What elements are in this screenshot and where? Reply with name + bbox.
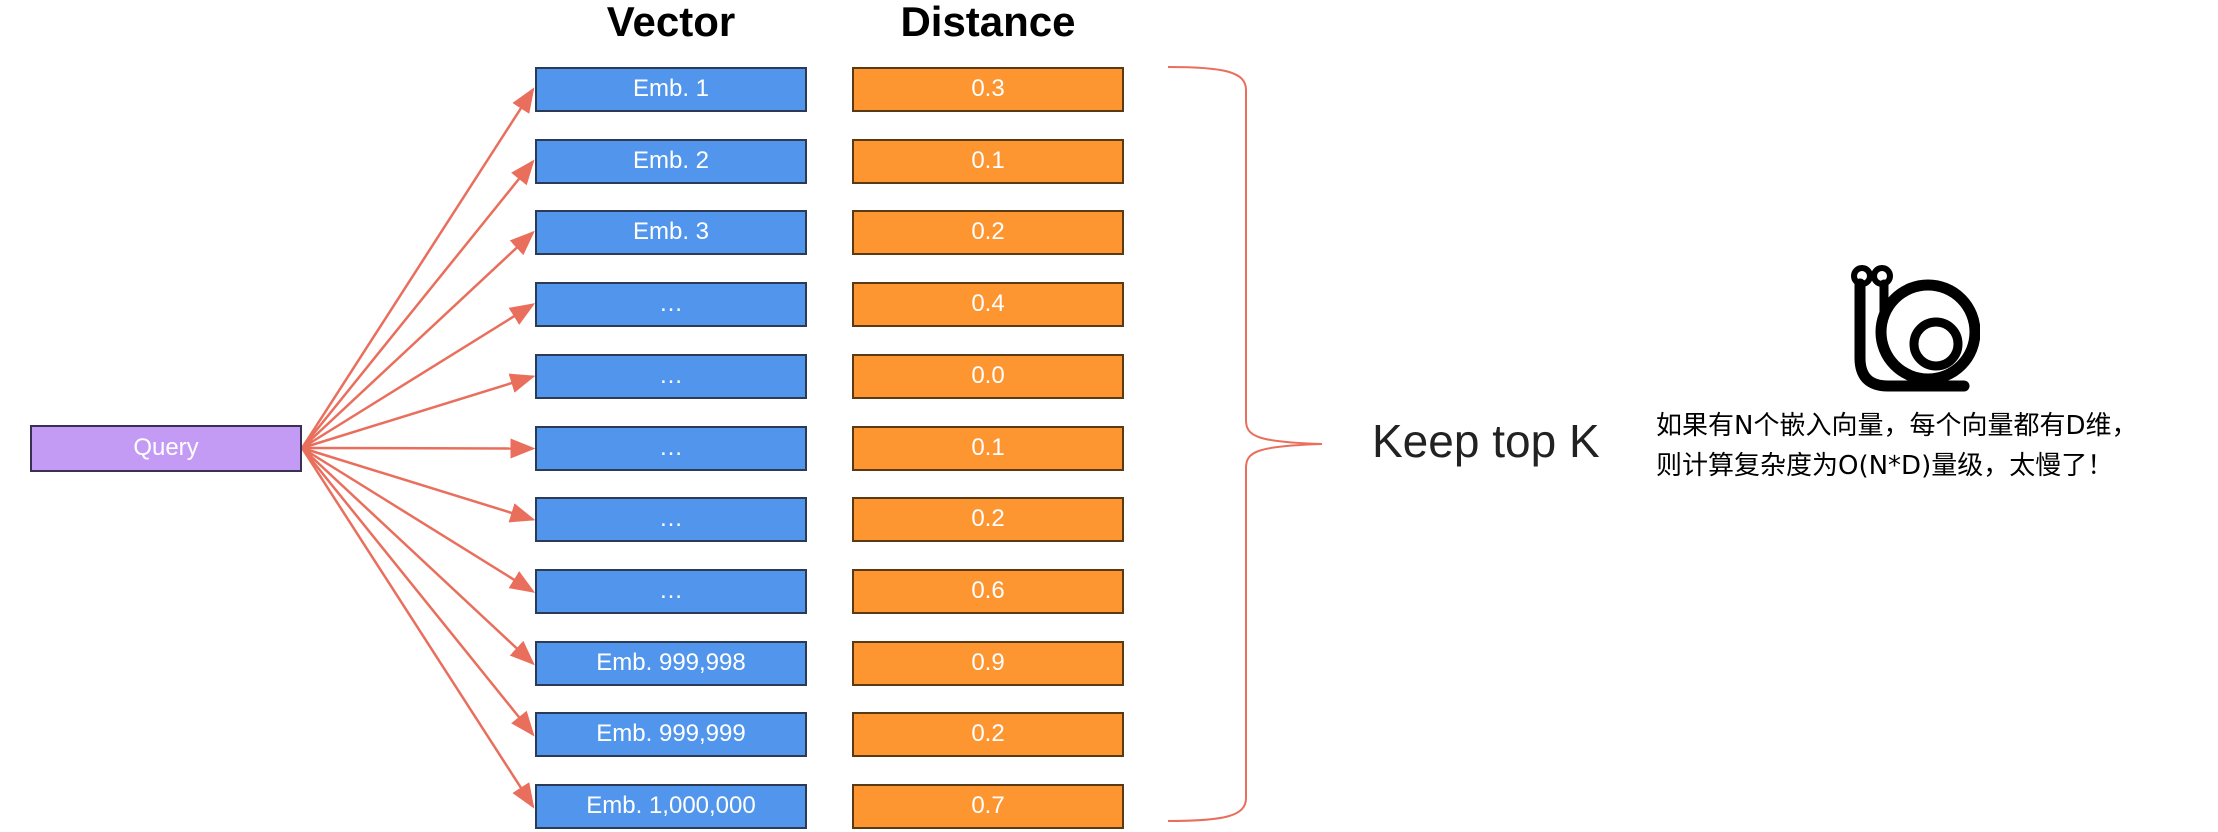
query-arrow [301,447,535,666]
query-arrow [301,438,536,459]
vector-box: … [535,354,807,399]
distance-box: 0.9 [852,641,1124,686]
distance-box: 0.2 [852,712,1124,757]
query-arrow [301,446,536,593]
vector-box: Emb. 2 [535,139,807,184]
arrow-group [300,87,536,809]
distance-box: 0.2 [852,210,1124,255]
distance-box: 0.3 [852,67,1124,112]
query-arrow [300,87,535,449]
snail-icon [1851,265,1980,392]
query-arrow [301,446,536,523]
distance-box: 0.1 [852,139,1124,184]
distance-box: 0.1 [852,426,1124,471]
vector-box: Emb. 3 [535,210,807,255]
query-arrow [301,159,535,449]
query-arrow [301,303,536,450]
vector-box: Emb. 1,000,000 [535,784,807,829]
distance-box: 0.6 [852,569,1124,614]
query-arrow [300,447,535,809]
query-arrow [301,230,535,449]
vector-box: … [535,497,807,542]
curly-brace [1167,66,1323,822]
vector-box: Emb. 999,999 [535,712,807,757]
distance-box: 0.7 [852,784,1124,829]
vector-box: … [535,426,807,471]
query-box: Query [30,425,302,472]
vector-box: … [535,569,807,614]
complexity-note: 如果有N个嵌入向量，每个向量都有D维， 则计算复杂度为O(N*D)量级，太慢了！ [1656,406,2137,486]
keep-top-k-label: Keep top K [1372,415,1600,467]
distance-header: Distance [900,0,1076,45]
vector-header: Vector [606,0,736,45]
query-arrow [301,373,536,450]
note-line-1: 如果有N个嵌入向量，每个向量都有D维， [1656,411,2138,441]
vector-box: … [535,282,807,327]
vector-box: Emb. 1 [535,67,807,112]
distance-box: 0.4 [852,282,1124,327]
vector-box: Emb. 999,998 [535,641,807,686]
distance-box: 0.2 [852,497,1124,542]
query-arrow [301,447,535,737]
note-line-2: 则计算复杂度为O(N*D)量级，太慢了！ [1656,451,2114,481]
distance-box: 0.0 [852,354,1124,399]
